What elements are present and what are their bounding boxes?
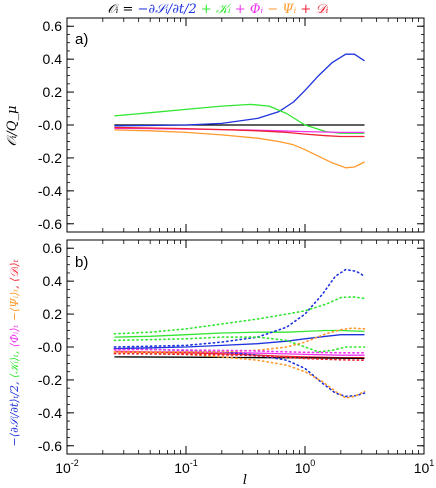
panel-b-ylabel-part: −⟨𝛹ᵢ⟩ₜ: [8, 289, 21, 325]
y-tick-label: -0.4: [38, 405, 62, 421]
series-orange-dotted-9: [113, 351, 366, 399]
panel-b-ylabel-part: ⟨𝛷ᵢ⟩ₜ: [8, 324, 21, 350]
series-green-dotted-7: [113, 296, 366, 335]
panel-b-ylabel: −⟨∂𝒮ᵢ/∂t⟩ₜ/2, ⟨𝒦ᵢ⟩ₜ, ⟨𝛷ᵢ⟩ₜ −⟨𝛹ᵢ⟩ₜ, ⟨𝒟ᵢ⟩ₜ: [8, 259, 21, 446]
x-tick-base: 10: [295, 460, 311, 476]
series-green-dotted-8: [113, 336, 366, 353]
y-tick-label: -0.0: [38, 117, 62, 133]
series-red-dotted-12: [113, 352, 366, 361]
series-blue-solid-1: [114, 53, 365, 127]
y-tick-label: -0.2: [38, 150, 62, 166]
series-blue-dotted-6: [113, 347, 366, 398]
y-tick-label: 0.2: [43, 306, 63, 322]
x-tick-label: 10-2: [55, 458, 79, 476]
x-tick-exponent: -1: [190, 458, 198, 468]
series-blue-solid-0: [114, 334, 365, 350]
title-term-magenta: + 𝛷ᵢ: [231, 2, 264, 17]
panel-a: -0.6 -0.4 -0.2 -0.0 0.2 0.4 0.6 a) 𝒪ᵢ/Q_μ: [5, 17, 425, 233]
y-tick-label: -0.4: [38, 183, 62, 199]
panel-b-ylabel-part: ⟨𝒦ᵢ⟩ₜ,: [8, 351, 21, 382]
series-orange-dotted-10: [113, 327, 366, 353]
x-tick-exponent: -2: [71, 458, 79, 468]
panel-b-label: b): [75, 254, 88, 271]
title-term-red: + 𝒟ᵢ: [296, 2, 329, 17]
panel-b: -0.6-0.4-0.2-0.00.20.40.6 10-2 10-1 100 101…: [8, 239, 434, 476]
series-orange-solid-5: [114, 129, 365, 169]
x-tick-label: 100: [295, 458, 316, 476]
panel-a-series: [114, 53, 365, 169]
y-tick-label: -0.2: [38, 372, 62, 388]
panel-a-y-ticks: -0.6 -0.4 -0.2 -0.0 0.2 0.4 0.6: [38, 18, 424, 232]
y-tick-label: -0.0: [38, 339, 62, 355]
series-blue-dotted-5: [113, 268, 366, 348]
title-term-orange: − 𝛹ᵢ: [263, 2, 297, 17]
panel-a-label: a): [75, 31, 88, 48]
x-tick-base: 10: [174, 460, 190, 476]
panel-b-x-ticks: 10-2 10-1 100 101: [55, 240, 434, 476]
y-tick-label: 0.4: [43, 51, 63, 67]
y-tick-label: 0.2: [43, 84, 63, 100]
title-lhs: 𝒪ᵢ =: [108, 2, 138, 17]
series-red-solid-4: [114, 126, 365, 138]
x-tick-exponent: 1: [429, 458, 434, 468]
x-tick-label: 10-1: [174, 458, 198, 476]
x-tick-exponent: 0: [310, 458, 315, 468]
panel-b-y-ticks: -0.6 -0.4 -0.2 -0.0 0.2 0.4 0.6: [38, 240, 424, 454]
x-tick-label: 101: [414, 458, 435, 476]
x-tick-base: 10: [414, 460, 430, 476]
y-tick-label: 0.4: [43, 273, 63, 289]
series-magenta-dotted-11: [113, 348, 366, 354]
y-tick-label: -0.6: [38, 216, 62, 232]
x-axis-label: l: [243, 473, 247, 488]
panel-b-ylabel-part: , ⟨𝒟ᵢ⟩ₜ: [8, 259, 21, 289]
panel-a-x-ticks: [66, 18, 425, 232]
y-tick-label: -0.6: [38, 438, 62, 454]
panel-b-ylabel-part: −⟨∂𝒮ᵢ/∂t⟩ₜ/2,: [8, 381, 21, 446]
y-tick-label: 0.6: [43, 18, 63, 34]
y-tick-label: 0.6: [43, 240, 63, 256]
title-term-blue: −∂𝒮ᵢ/∂t/2: [138, 2, 197, 17]
x-tick-base: 10: [55, 460, 71, 476]
series-black-solid-4: [114, 356, 365, 360]
panel-b-series: [113, 268, 366, 399]
title-term-green: + 𝒦ᵢ: [197, 2, 232, 17]
panel-a-ylabel: 𝒪ᵢ/Q_μ: [5, 106, 20, 147]
figure-title: 𝒪ᵢ = −∂𝒮ᵢ/∂t/2 + 𝒦ᵢ + 𝛷ᵢ − 𝛹ᵢ + 𝒟ᵢ: [108, 2, 329, 17]
